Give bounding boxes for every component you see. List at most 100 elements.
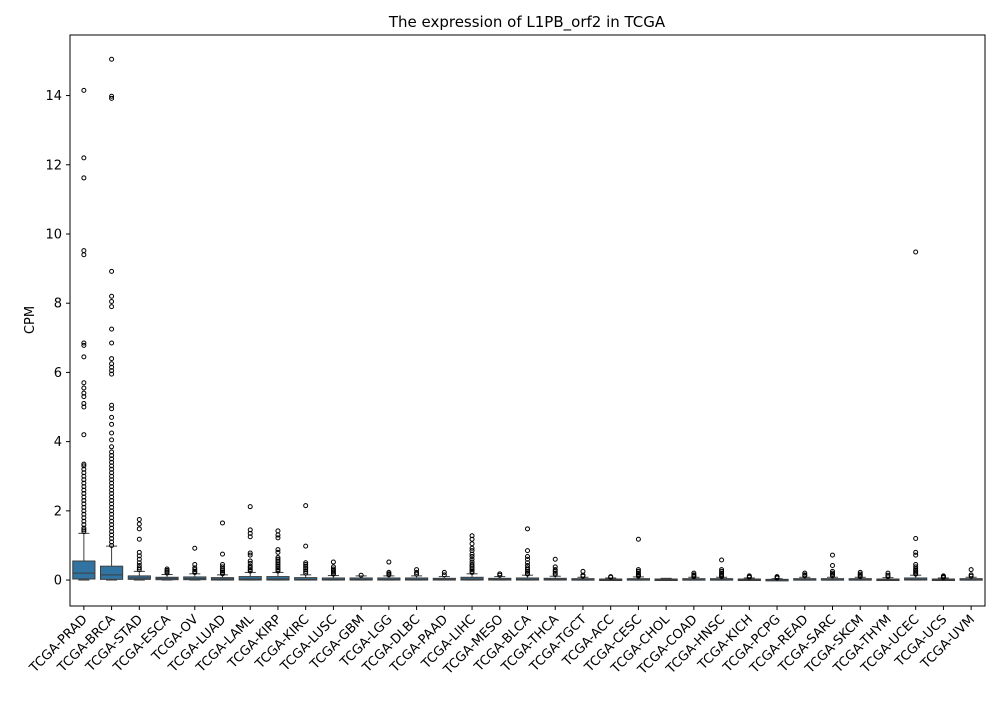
outlier-point	[81, 491, 87, 497]
outlier-point	[109, 268, 115, 274]
outlier-point	[635, 536, 641, 542]
box-group	[72, 87, 96, 581]
outlier-point	[802, 573, 808, 579]
outlier-point	[109, 326, 115, 332]
outlier-point	[81, 394, 87, 400]
outlier-point	[109, 371, 115, 377]
outlier-point	[81, 473, 87, 479]
box-group	[210, 520, 235, 581]
box-group	[793, 570, 817, 581]
outlier-point	[469, 569, 475, 575]
outlier-point	[81, 504, 87, 510]
outlier-point	[303, 563, 309, 569]
box-group	[571, 568, 595, 581]
box-group	[183, 545, 207, 581]
outlier-point	[109, 356, 115, 362]
outlier-point	[109, 515, 115, 521]
outlier-point	[109, 414, 115, 420]
y-tick-label: 6	[54, 366, 62, 381]
outlier-point	[109, 364, 115, 370]
box-group	[876, 570, 900, 582]
outlier-point	[441, 572, 447, 578]
outlier-point	[691, 574, 697, 580]
outlier-point	[552, 572, 558, 578]
outlier-point	[525, 554, 530, 560]
outlier-point	[109, 525, 115, 531]
box-group	[959, 567, 983, 581]
outlier-point	[109, 477, 115, 483]
outlier-point	[81, 401, 87, 407]
outlier-point	[635, 567, 641, 573]
outlier-point	[469, 554, 475, 560]
outlier-point	[275, 535, 281, 541]
outlier-point	[81, 340, 87, 346]
outlier-point	[525, 571, 530, 577]
outlier-point	[386, 572, 392, 578]
outlier-point	[303, 568, 309, 574]
outlier-point	[136, 553, 142, 559]
outlier-point	[414, 571, 420, 577]
outlier-point	[81, 87, 87, 93]
box-group	[599, 574, 623, 582]
y-tick-label: 0	[54, 574, 62, 589]
outlier-point	[247, 504, 253, 510]
outlier-point	[275, 547, 281, 553]
outlier-point	[109, 456, 115, 462]
box-group	[349, 572, 373, 581]
outlier-point	[275, 528, 281, 534]
outlier-point	[247, 530, 253, 536]
outlier-point	[136, 567, 142, 573]
outlier-point	[247, 558, 253, 564]
y-tick-label: 14	[45, 89, 62, 104]
box-group	[155, 566, 179, 581]
outlier-point	[81, 525, 87, 531]
outlier-point	[220, 568, 225, 574]
outlier-point	[469, 541, 475, 547]
outlier-point	[247, 550, 253, 556]
outlier-point	[109, 539, 115, 545]
outlier-point	[81, 461, 87, 467]
outlier-point	[192, 569, 198, 575]
outlier-point	[885, 574, 891, 580]
outlier-point	[857, 574, 863, 580]
outlier-point	[81, 494, 87, 500]
outlier-point	[247, 552, 253, 558]
box-group	[765, 574, 789, 582]
outlier-point	[275, 556, 281, 562]
outlier-point	[580, 573, 586, 579]
outlier-point	[303, 567, 309, 573]
outlier-point	[469, 533, 475, 539]
outlier-point	[386, 559, 392, 565]
outlier-point	[275, 558, 281, 564]
outlier-point	[109, 430, 115, 436]
outlier-point	[81, 480, 87, 486]
outlier-point	[81, 508, 87, 514]
outlier-point	[913, 249, 919, 255]
outlier-point	[774, 575, 780, 581]
outlier-point	[81, 515, 87, 521]
outlier-point	[635, 573, 641, 579]
outlier-point	[968, 567, 974, 573]
box-group	[654, 577, 678, 582]
outlier-point	[81, 466, 87, 472]
outlier-point	[109, 368, 115, 374]
outlier-point	[275, 561, 281, 567]
outlier-point	[109, 463, 115, 469]
box-group	[710, 557, 734, 581]
outlier-point	[109, 470, 115, 476]
box-group	[127, 516, 151, 581]
box-group	[737, 573, 761, 582]
box-iqr	[72, 560, 96, 580]
outlier-point	[275, 532, 281, 538]
outlier-point	[81, 463, 87, 469]
outlier-point	[109, 459, 115, 465]
outlier-point	[81, 529, 87, 535]
outlier-point	[81, 390, 87, 396]
outlier-point	[81, 497, 87, 503]
outlier-point	[691, 570, 697, 576]
outlier-point	[136, 536, 142, 542]
box-group	[848, 569, 872, 581]
box-iqr	[100, 565, 124, 580]
outlier-point	[81, 175, 87, 181]
